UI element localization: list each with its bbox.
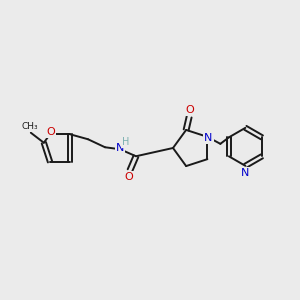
Text: N: N: [241, 168, 250, 178]
Text: CH₃: CH₃: [22, 122, 38, 131]
Text: N: N: [116, 143, 124, 153]
Text: N: N: [204, 133, 213, 143]
Text: O: O: [124, 172, 134, 182]
Text: O: O: [186, 105, 194, 115]
Text: O: O: [46, 127, 56, 137]
Text: H: H: [122, 137, 130, 147]
